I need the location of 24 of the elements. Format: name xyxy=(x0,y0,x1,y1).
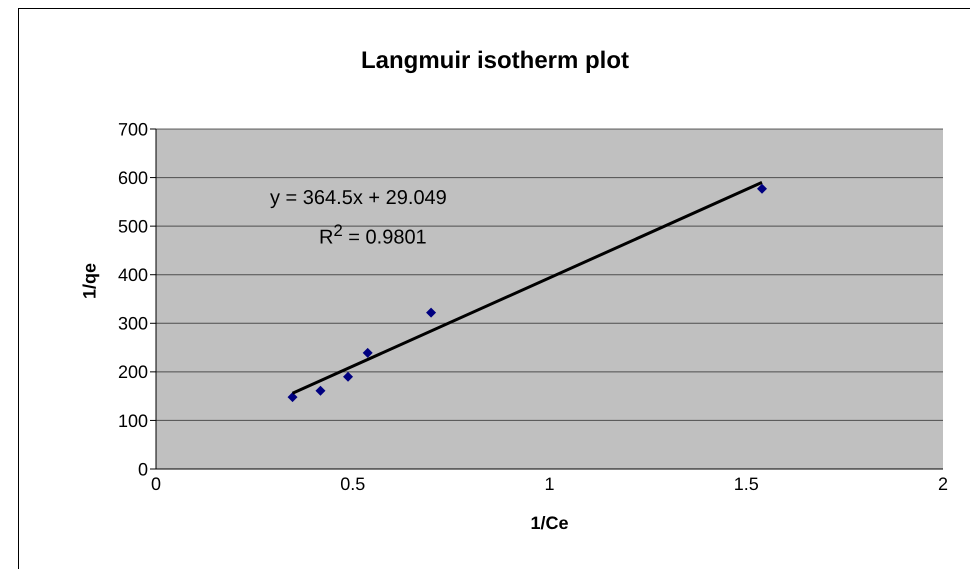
y-axis-title: 1/qe xyxy=(79,262,100,299)
point xyxy=(756,184,767,194)
y-tick-label: 600 xyxy=(118,168,148,188)
x-tick-label: 0 xyxy=(150,474,162,494)
y-tick-label: 700 xyxy=(118,119,148,140)
x-tick-label: 1 xyxy=(544,474,555,494)
point xyxy=(315,386,326,396)
y-tick-label: 500 xyxy=(118,216,148,237)
x-tick-label: 0.5 xyxy=(340,474,366,494)
annotation: R$^{2}$ = 0.9801 xyxy=(319,221,427,250)
y-tick-label: 0 xyxy=(138,459,148,480)
annotation: y = 364.5x + 29.049 xyxy=(270,187,447,210)
point xyxy=(343,372,354,382)
point xyxy=(362,348,373,358)
point xyxy=(288,392,298,402)
y-tick-label: 100 xyxy=(118,410,148,431)
point xyxy=(426,308,436,318)
chart-title: Langmuir isotherm plot xyxy=(360,47,630,75)
y-tick-label: 400 xyxy=(118,265,148,286)
x-axis-title: 1/Ce xyxy=(530,513,569,533)
x-tick-label: 2 xyxy=(938,474,948,494)
y-tick-label: 200 xyxy=(118,362,148,382)
y-tick-label: 300 xyxy=(118,314,148,334)
x-tick-label: 1.5 xyxy=(734,474,759,494)
